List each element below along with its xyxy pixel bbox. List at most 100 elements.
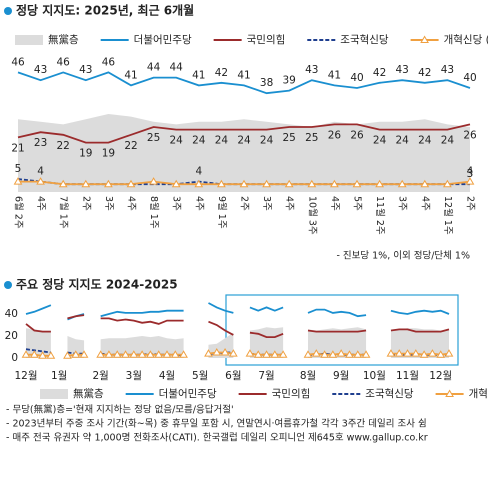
marker	[311, 349, 321, 357]
marker	[38, 351, 47, 359]
y-tick-label: 0	[11, 352, 18, 364]
data-label: 41	[192, 69, 205, 81]
x-tick-label: 12월	[14, 370, 37, 382]
x-tick-label: 4주	[126, 196, 137, 211]
marker	[58, 179, 68, 188]
legend-swatch	[15, 35, 43, 45]
data-label: 46	[57, 56, 71, 68]
data-label: 43	[441, 64, 454, 76]
marker	[71, 350, 81, 358]
data-label: 40	[463, 72, 476, 84]
marker	[443, 179, 452, 188]
marker	[352, 179, 362, 188]
data-label: 43	[396, 64, 409, 76]
legend-label: 조국혁신당	[365, 388, 414, 400]
marker	[79, 350, 89, 358]
data-label: 5	[15, 163, 22, 175]
marker	[336, 349, 346, 357]
data-label: 4	[37, 166, 44, 178]
line	[25, 302, 450, 321]
line	[25, 348, 449, 357]
x-tick-label: 6월	[225, 370, 241, 382]
data-label: 41	[328, 69, 341, 81]
marker	[303, 350, 313, 358]
x-tick-label: 9월	[333, 370, 349, 382]
data-label: 26	[350, 129, 364, 141]
data-label: 22	[57, 140, 70, 152]
marker	[170, 350, 180, 358]
marker	[81, 179, 91, 188]
data-label: 26	[328, 129, 342, 141]
line	[17, 71, 471, 95]
marker	[104, 350, 114, 358]
marker	[411, 349, 421, 357]
data-label: 43	[305, 64, 318, 76]
note: - 2023년부터 주중 조사 기간(화~목) 중 휴무일 포함 시, 연말연시…	[6, 418, 427, 430]
note: - 진보당 1%, 이외 정당/단체 1%	[336, 250, 470, 262]
data-label: 24	[441, 135, 455, 147]
marker	[21, 350, 31, 358]
marker	[171, 179, 181, 188]
line	[17, 123, 471, 144]
area	[18, 114, 470, 192]
marker	[345, 350, 354, 358]
marker	[284, 179, 294, 188]
data-label: 44	[147, 62, 161, 74]
marker	[29, 350, 39, 358]
title-dot	[4, 7, 12, 15]
data-label: 43	[79, 64, 92, 76]
chart-title: 정당 지지도: 2025년, 최근 6개월	[16, 3, 194, 18]
data-label: 4	[195, 166, 202, 178]
data-label: 44	[170, 62, 184, 74]
marker	[270, 350, 280, 358]
marker	[204, 349, 213, 357]
area	[26, 327, 449, 358]
data-label: 24	[373, 135, 387, 147]
marker	[320, 350, 329, 358]
marker	[36, 177, 45, 185]
marker	[307, 179, 317, 188]
legend-label: 국민의힘	[247, 34, 286, 46]
note: - 매주 전국 유권자 약 1,000명 전화조사(CATI). 한국갤럽 데일…	[6, 432, 428, 444]
marker	[375, 179, 384, 188]
data-label: 24	[418, 135, 432, 147]
data-label: 24	[215, 135, 229, 147]
y-tick-label: 40	[5, 308, 18, 320]
line	[25, 314, 450, 338]
x-tick-label: 11월	[396, 370, 419, 382]
x-tick-label: 10월	[363, 370, 386, 382]
x-tick-label: 7월	[258, 370, 274, 382]
data-label: 22	[124, 140, 137, 152]
marker	[245, 349, 255, 357]
data-label: 25	[305, 132, 318, 144]
x-tick-label: 3주	[261, 196, 272, 211]
marker	[149, 177, 158, 185]
marker	[154, 350, 164, 358]
data-label: 23	[34, 137, 47, 149]
marker	[428, 349, 437, 357]
data-label: 3	[467, 168, 474, 180]
legend-label: 더불어민주당	[134, 34, 192, 46]
x-tick-label: 9월 1주	[216, 196, 228, 229]
x-tick-label: 5월	[192, 370, 208, 382]
data-label: 24	[192, 135, 206, 147]
data-label: 25	[283, 132, 296, 144]
marker	[126, 179, 136, 188]
marker	[397, 179, 407, 188]
marker	[262, 350, 271, 358]
marker	[228, 349, 238, 357]
data-label: 24	[170, 135, 184, 147]
marker	[96, 350, 106, 358]
x-tick-label: 2주	[465, 196, 476, 211]
line	[26, 351, 450, 357]
marker	[386, 349, 396, 357]
marker	[239, 179, 249, 188]
legend-label: 無黨층	[73, 387, 104, 400]
legend-label: 無黨층	[48, 33, 79, 46]
marker	[403, 349, 412, 357]
marker	[253, 350, 263, 358]
marker	[121, 350, 130, 358]
data-label: 42	[418, 67, 431, 79]
data-label: 19	[102, 148, 115, 160]
marker	[419, 350, 429, 358]
